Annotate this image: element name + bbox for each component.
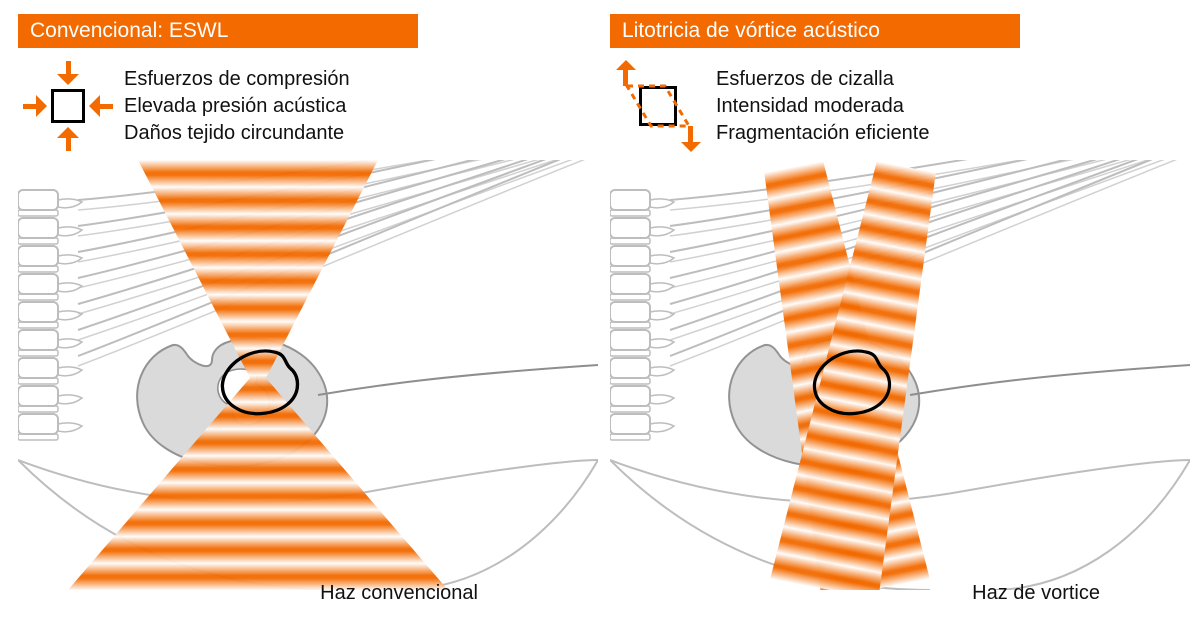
legend-line: Daños tejido circundante [124,120,350,147]
panel-title-conventional: Convencional: ESWL [18,14,418,48]
legend-line: Esfuerzos de cizalla [716,66,929,93]
panel-vortex: Litotricia de vórtice acústico Esfuerzos… [610,0,1190,621]
legend-line: Fragmentación eficiente [716,120,929,147]
legend-vortex: Esfuerzos de cizalla Intensidad moderada… [610,58,929,154]
shear-icon [610,58,710,154]
anatomy-vortex [610,160,1190,590]
panel-conventional: Convencional: ESWL Esfuerzos de compresi… [18,0,598,621]
beam-label-vortex: Haz de vortice [972,582,1100,605]
figure-root: Convencional: ESWL Esfuerzos de compresi… [0,0,1200,621]
legend-line: Intensidad moderada [716,93,929,120]
legend-lines-conventional: Esfuerzos de compresión Elevada presión … [118,66,350,147]
legend-lines-vortex: Esfuerzos de cizalla Intensidad moderada… [710,66,929,147]
legend-conventional: Esfuerzos de compresión Elevada presión … [18,58,350,154]
compression-icon [18,58,118,154]
legend-line: Elevada presión acústica [124,93,350,120]
panel-title-vortex: Litotricia de vórtice acústico [610,14,1020,48]
anatomy-conventional [18,160,598,590]
legend-line: Esfuerzos de compresión [124,66,350,93]
beam-label-conventional: Haz convencional [320,582,478,605]
